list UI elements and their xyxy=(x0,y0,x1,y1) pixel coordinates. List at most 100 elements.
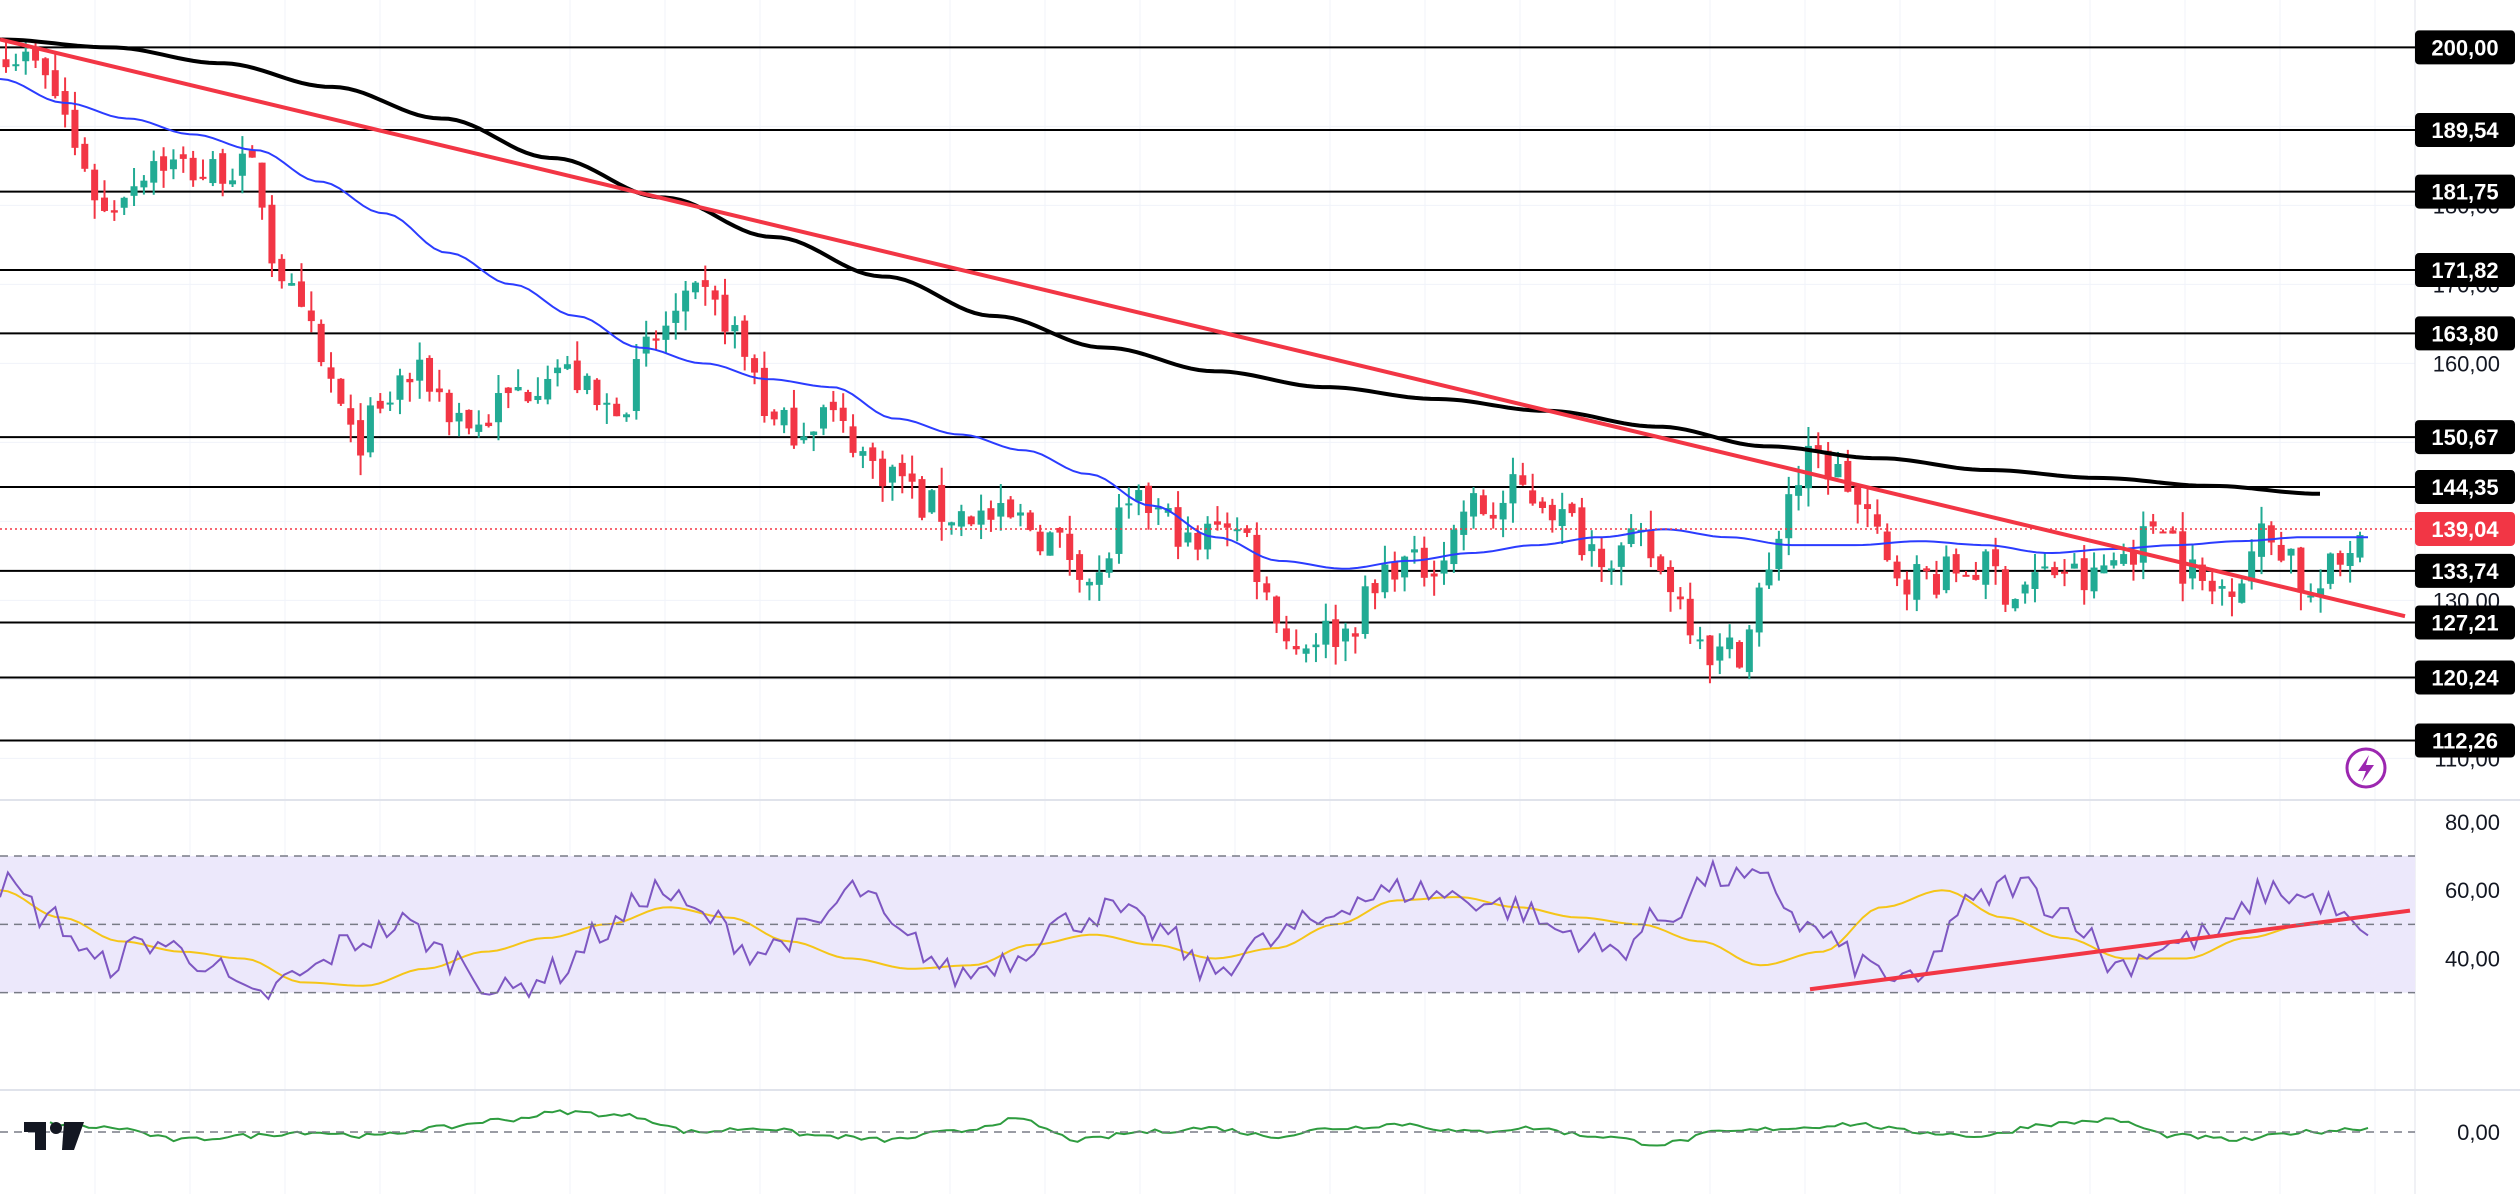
candle-body xyxy=(2198,564,2206,581)
candle-body xyxy=(1765,569,1773,586)
candle-body xyxy=(1450,529,1458,565)
bolt-icon-glyph xyxy=(2358,755,2374,782)
candle-body xyxy=(642,336,650,354)
descending-trendline[interactable] xyxy=(0,37,2406,619)
candle-body xyxy=(2021,584,2029,594)
candle-body xyxy=(2080,558,2088,591)
candle-body xyxy=(1282,628,1290,642)
candle-body xyxy=(1273,596,1281,624)
bolt-icon[interactable] xyxy=(2345,747,2387,789)
level-label: 189,54 xyxy=(2431,118,2499,143)
candle-body xyxy=(465,409,473,429)
candle-body xyxy=(485,422,493,427)
candle-body xyxy=(583,375,591,390)
candle-body xyxy=(1351,633,1359,637)
candle-body xyxy=(2139,526,2147,563)
candle-body xyxy=(544,378,552,400)
candle-body xyxy=(2011,599,2019,609)
candle-body xyxy=(1992,549,2000,567)
candle-body xyxy=(1558,509,1566,527)
candle-body xyxy=(790,407,798,446)
candle-body xyxy=(1785,494,1793,539)
price-tick-label: 160,00 xyxy=(2433,351,2500,376)
candle-body xyxy=(317,323,325,363)
candle-body xyxy=(1115,507,1123,554)
candle-body xyxy=(1135,490,1143,502)
candle-body xyxy=(297,281,305,307)
candle-body xyxy=(2100,565,2108,574)
momentum-tick-label: 0,00 xyxy=(2457,1120,2500,1145)
candle-body xyxy=(1982,551,1990,585)
candle-body xyxy=(1460,511,1468,535)
level-label-bg xyxy=(2415,316,2515,351)
candle-body xyxy=(445,392,453,423)
candle-body xyxy=(1401,556,1409,578)
rsi-tick-label: 80,00 xyxy=(2445,810,2500,835)
candle-body xyxy=(268,204,276,264)
candle-body xyxy=(1489,514,1497,519)
candle-body xyxy=(1834,464,1842,478)
horizontal-levels xyxy=(0,46,2415,742)
candle-body xyxy=(51,70,59,97)
candle-body xyxy=(1745,629,1753,673)
candle-body xyxy=(1706,635,1714,666)
candle-body xyxy=(2179,531,2187,584)
logo-part xyxy=(50,1122,62,1134)
candle-body xyxy=(1548,504,1556,521)
candle-body xyxy=(1696,639,1704,642)
price-pane[interactable] xyxy=(0,37,2415,742)
candle-body xyxy=(977,510,985,525)
candle-body xyxy=(948,522,956,526)
candle-body xyxy=(435,388,443,393)
candle-body xyxy=(1607,568,1615,571)
price-axis[interactable]: 200,00190,00180,00170,00160,00150,00140,… xyxy=(2415,30,2515,1145)
current-price-label: 139,04 xyxy=(2431,517,2499,542)
candle-body xyxy=(1312,644,1320,648)
candle-body xyxy=(701,280,709,287)
candle-body xyxy=(1440,560,1448,574)
candle-body xyxy=(2267,525,2275,543)
level-label: 144,35 xyxy=(2431,475,2498,500)
candle-body xyxy=(71,109,79,148)
candle-body xyxy=(2248,551,2256,582)
candle-body xyxy=(12,64,20,67)
momentum-line xyxy=(49,1109,2369,1147)
candle-body xyxy=(248,150,256,158)
candle-body xyxy=(1795,485,1803,496)
candle-body xyxy=(1726,637,1734,650)
candle-body xyxy=(1342,628,1350,642)
level-label-bg xyxy=(2415,470,2515,505)
candle-body xyxy=(1302,648,1310,654)
candle-body xyxy=(1923,568,1931,572)
candle-body xyxy=(32,47,40,61)
rsi-pane[interactable] xyxy=(0,855,2415,1001)
candle-body xyxy=(1322,620,1330,645)
candle-body xyxy=(1509,474,1517,504)
candle-body xyxy=(2218,586,2226,589)
sma-slow-line xyxy=(0,37,2321,496)
level-label: 133,74 xyxy=(2431,559,2499,584)
candle-body xyxy=(327,367,335,379)
candle-body xyxy=(2149,521,2157,527)
candle-body xyxy=(997,503,1005,517)
momentum-pane[interactable] xyxy=(0,1109,2415,1147)
candle-body xyxy=(1391,561,1399,580)
candle-body xyxy=(839,407,847,421)
level-label-bg xyxy=(2415,605,2515,640)
candle-body xyxy=(1844,460,1852,492)
candle-body xyxy=(386,402,394,405)
candle-body xyxy=(741,320,749,357)
candle-body xyxy=(1292,646,1300,650)
candle-body xyxy=(1263,583,1271,593)
candle-body xyxy=(1154,507,1162,510)
candle-body xyxy=(938,484,946,522)
candle-body xyxy=(1085,581,1093,586)
candle-body xyxy=(928,490,936,513)
candle-body xyxy=(140,180,148,188)
tradingview-logo-icon[interactable] xyxy=(24,1122,84,1150)
candle-body xyxy=(416,359,424,381)
candle-body xyxy=(593,379,601,406)
candle-body xyxy=(229,180,237,185)
candle-body xyxy=(1223,523,1231,528)
